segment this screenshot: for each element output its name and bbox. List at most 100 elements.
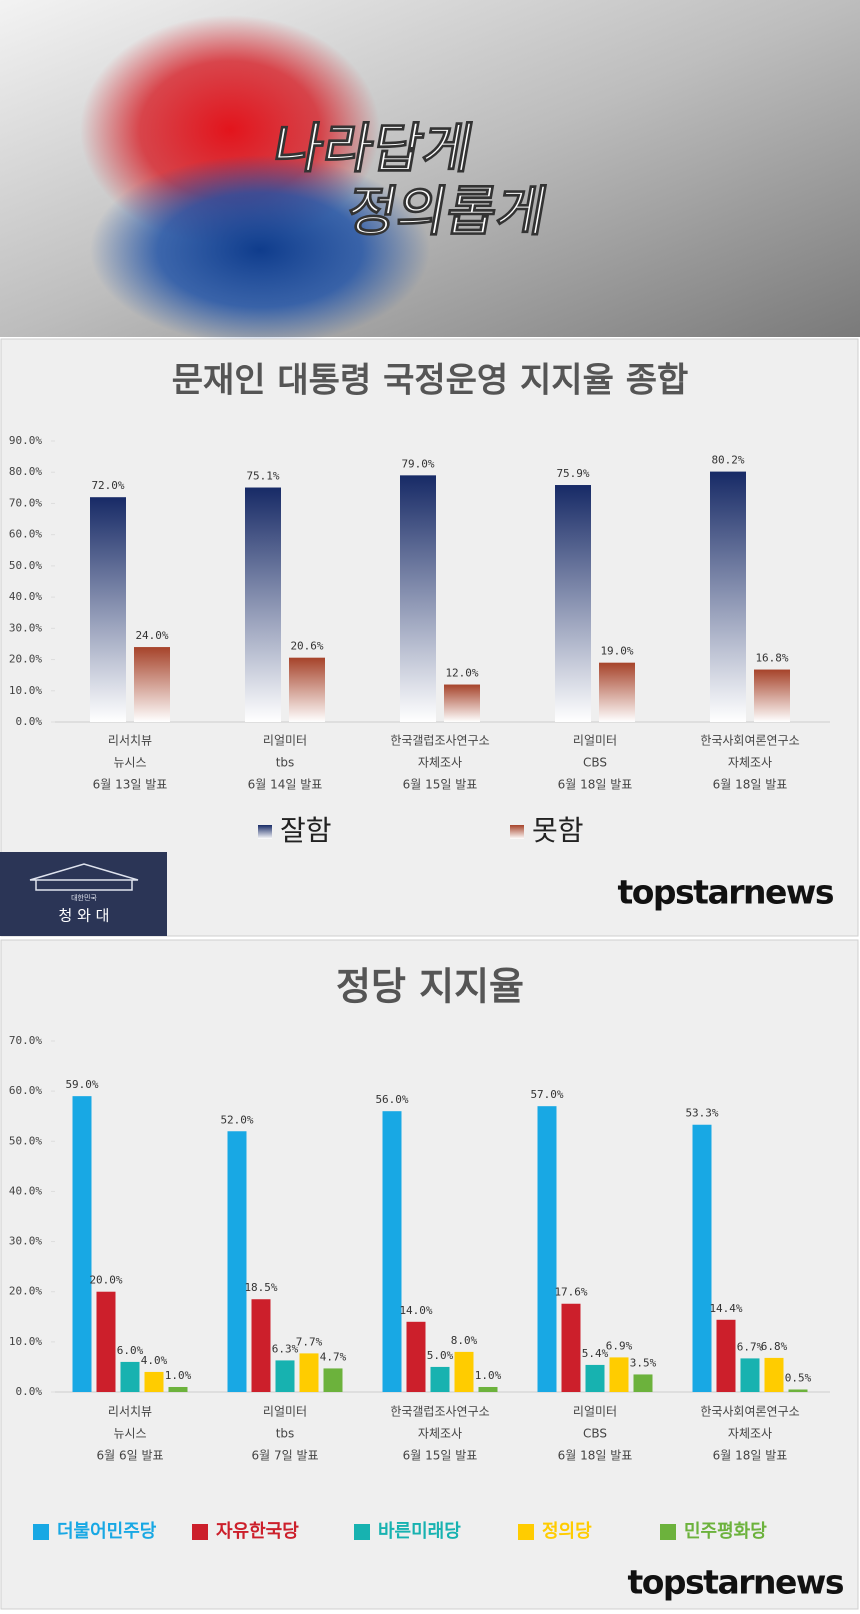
- value-label: 14.0%: [399, 1304, 432, 1317]
- value-label: 20.6%: [290, 640, 323, 653]
- logo-roof: [29, 863, 139, 891]
- x-tick-label: 6월 18일 발표: [558, 778, 633, 792]
- legend-swatch: [33, 1524, 49, 1540]
- value-label: 6.7%: [737, 1340, 764, 1353]
- value-label: 3.5%: [630, 1356, 657, 1369]
- value-label: 8.0%: [451, 1334, 478, 1347]
- bar: [754, 669, 790, 722]
- bar: [400, 475, 436, 722]
- value-label: 16.8%: [755, 652, 788, 665]
- x-tick-label: 한국갤럽조사연구소: [390, 734, 489, 748]
- x-tick-label: 리얼미터: [573, 734, 617, 748]
- value-label: 75.9%: [556, 467, 589, 480]
- y-tick-label: 10.0%: [9, 1335, 42, 1348]
- banner-blue: [90, 155, 430, 345]
- bar: [72, 1096, 92, 1392]
- logo-small: 대한민국: [71, 893, 97, 902]
- bar: [599, 662, 635, 722]
- brand-logo: topstarnews: [617, 873, 833, 912]
- legend-swatch: [258, 825, 272, 839]
- value-label: 56.0%: [375, 1093, 408, 1106]
- y-tick-label: 60.0%: [9, 1084, 42, 1097]
- bar: [454, 1351, 474, 1392]
- bar: [740, 1358, 760, 1392]
- y-tick-label: 90.0%: [9, 434, 42, 447]
- bar: [609, 1357, 629, 1392]
- value-label: 4.0%: [141, 1354, 168, 1367]
- value-label: 12.0%: [445, 667, 478, 680]
- x-tick-label: tbs: [276, 1427, 295, 1441]
- y-tick-label: 20.0%: [9, 653, 42, 666]
- value-label: 1.0%: [165, 1369, 192, 1382]
- x-tick-label: 뉴시스: [113, 1427, 146, 1441]
- value-label: 72.0%: [91, 479, 124, 492]
- value-label: 79.0%: [401, 457, 434, 470]
- value-label: 20.0%: [89, 1274, 122, 1287]
- bar: [716, 1319, 736, 1392]
- bar: [561, 1303, 581, 1392]
- bar: [299, 1353, 319, 1392]
- x-tick-label: 6월 14일 발표: [248, 778, 323, 792]
- x-tick-label: 6월 13일 발표: [93, 778, 168, 792]
- banner-line2: 정의롭게: [342, 179, 552, 243]
- legend-label: 바른미래당: [378, 1521, 461, 1542]
- x-tick-label: 6월 7일 발표: [251, 1449, 318, 1463]
- x-tick-label: 리얼미터: [573, 1405, 617, 1419]
- chart-title: 문재인 대통령 국정운영 지지율 종합: [172, 361, 689, 401]
- bar: [144, 1371, 164, 1392]
- legend-swatch: [660, 1524, 676, 1540]
- legend-swatch: [510, 825, 524, 839]
- bar: [168, 1386, 188, 1392]
- bar: [275, 1360, 295, 1392]
- value-label: 53.3%: [685, 1107, 718, 1120]
- x-tick-label: 한국사회여론연구소: [700, 1405, 799, 1419]
- legend-label: 잘함: [280, 814, 332, 847]
- x-tick-label: 6월 18일 발표: [713, 1449, 788, 1463]
- bar: [251, 1299, 271, 1392]
- y-tick-label: 70.0%: [9, 496, 42, 509]
- value-label: 52.0%: [220, 1113, 253, 1126]
- bar: [555, 485, 591, 722]
- value-label: 17.6%: [554, 1286, 587, 1299]
- bar: [120, 1361, 140, 1392]
- bar: [323, 1368, 343, 1392]
- bar: [585, 1364, 605, 1392]
- value-label: 1.0%: [475, 1369, 502, 1382]
- y-tick-label: 30.0%: [9, 1235, 42, 1248]
- bar: [710, 471, 746, 722]
- y-tick-label: 0.0%: [16, 1385, 43, 1398]
- x-tick-label: 리서치뷰: [108, 734, 152, 748]
- bar: [537, 1106, 557, 1392]
- bar: [788, 1389, 808, 1392]
- value-label: 5.4%: [582, 1347, 609, 1360]
- x-tick-label: 6월 18일 발표: [558, 1449, 633, 1463]
- legend-label: 정의당: [542, 1521, 592, 1542]
- legend-swatch: [354, 1524, 370, 1540]
- cheongwadae-logo: [0, 852, 167, 936]
- y-tick-label: 40.0%: [9, 1184, 42, 1197]
- y-tick-label: 10.0%: [9, 684, 42, 697]
- value-label: 75.1%: [246, 470, 279, 483]
- x-tick-label: 자체조사: [418, 756, 462, 770]
- bar: [692, 1124, 712, 1392]
- bar: [430, 1366, 450, 1392]
- x-tick-label: 한국갤럽조사연구소: [390, 1405, 489, 1419]
- banner-text: 나라답게 정의롭게: [268, 116, 553, 244]
- legend-label: 민주평화당: [684, 1521, 767, 1542]
- value-label: 59.0%: [65, 1078, 98, 1091]
- logo-text: 청 와 대: [59, 907, 110, 925]
- x-tick-label: 리얼미터: [263, 734, 307, 748]
- value-label: 6.0%: [117, 1344, 144, 1357]
- legend-label: 못함: [532, 814, 584, 847]
- bar: [764, 1357, 784, 1392]
- x-tick-label: tbs: [276, 756, 295, 770]
- bar: [134, 647, 170, 722]
- value-label: 18.5%: [244, 1281, 277, 1294]
- x-tick-label: 리서치뷰: [108, 1405, 152, 1419]
- legend-swatch: [518, 1524, 534, 1540]
- y-tick-label: 80.0%: [9, 465, 42, 478]
- bar: [406, 1321, 426, 1392]
- bar: [478, 1386, 498, 1392]
- value-label: 6.8%: [761, 1340, 788, 1353]
- y-tick-label: 70.0%: [9, 1034, 42, 1047]
